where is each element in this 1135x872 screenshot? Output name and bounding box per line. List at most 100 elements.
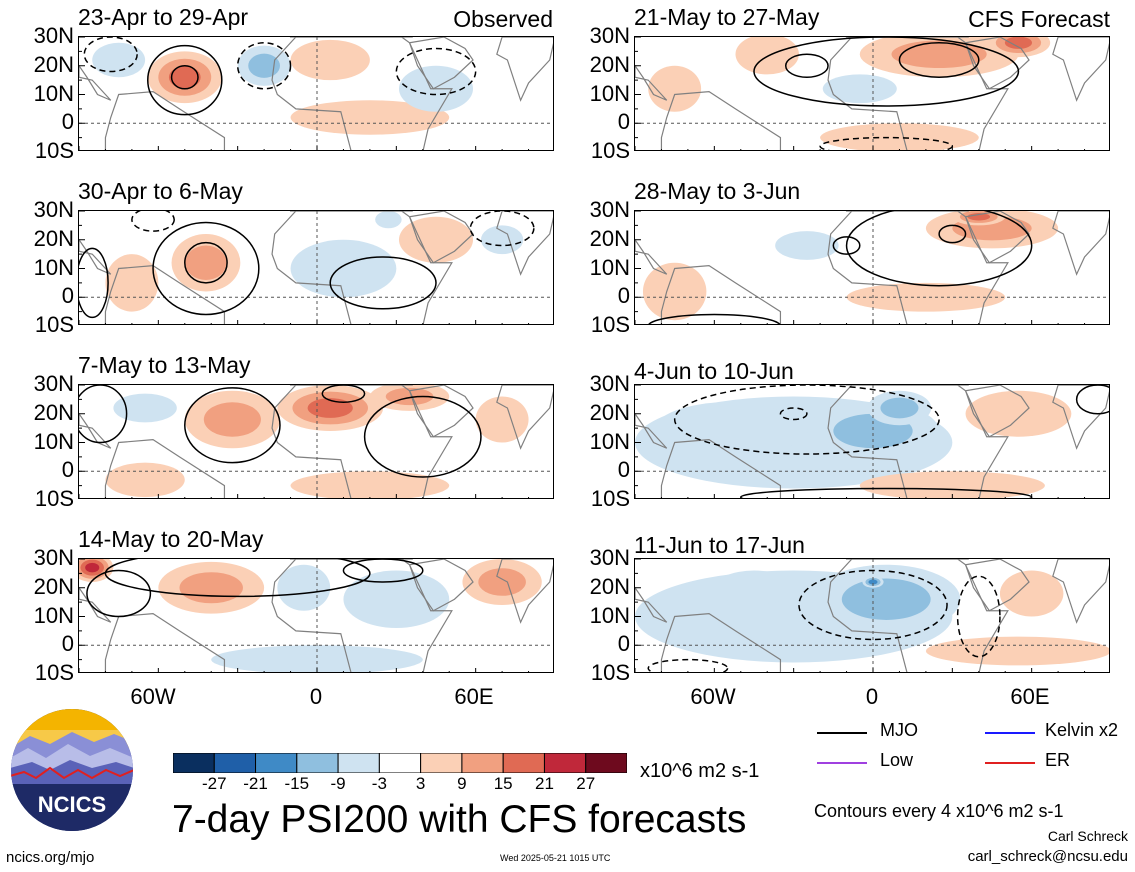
coastline <box>104 613 226 672</box>
colorbar-label: 3 <box>415 774 426 793</box>
y-tick-label: 30N <box>33 371 74 396</box>
colorbar-label: 27 <box>576 774 596 793</box>
mjo-contour <box>938 224 967 244</box>
psi-anomaly-shade <box>822 74 897 104</box>
coastline <box>660 91 782 150</box>
y-tick-label: 20N <box>33 225 74 251</box>
y-tick-label: 20N <box>33 399 74 425</box>
colorbar-swatch <box>420 752 463 774</box>
coastline <box>964 385 1030 438</box>
colorbar-label: -15 <box>284 774 310 793</box>
psi-anomaly-shade <box>290 39 370 81</box>
map-panel <box>78 36 554 151</box>
mjo-contour <box>79 247 109 319</box>
mjo-contour <box>648 313 781 324</box>
mjo-contour <box>363 395 482 478</box>
coastline <box>79 238 112 275</box>
coastline <box>660 265 782 324</box>
mjo-contour <box>131 211 175 232</box>
psi-anomaly-shade <box>478 568 526 596</box>
y-tick-label: 20N <box>33 573 74 599</box>
psi-anomaly-shade <box>85 562 100 573</box>
psi-anomaly-shade <box>343 570 450 628</box>
psi-anomaly-shade <box>290 100 450 135</box>
psi-anomaly-shade <box>248 53 280 78</box>
x-tick-label: 60W <box>690 684 736 709</box>
legend-kelvin-line <box>985 732 1035 734</box>
site-link[interactable]: ncics.org/mjo <box>6 849 95 866</box>
map-panel <box>634 558 1110 673</box>
mjo-contour <box>647 658 729 672</box>
y-tick-label: 10N <box>589 254 630 280</box>
y-tick-label: 20N <box>589 51 630 77</box>
psi-anomaly-shade <box>375 211 402 229</box>
y-tick-label: 20N <box>589 399 630 425</box>
mjo-contour <box>956 575 1001 658</box>
colorbar-label: 9 <box>457 774 467 793</box>
coastline <box>271 211 453 324</box>
coastline <box>496 385 553 450</box>
coastline <box>964 211 1030 264</box>
y-tick-label: 30N <box>589 23 630 48</box>
psi-anomaly-shade <box>168 66 201 89</box>
panel-title: 28-May to 3-Jun <box>634 178 801 204</box>
psi-anomaly-shade <box>480 225 524 255</box>
y-tick-label: 20N <box>589 573 630 599</box>
coastline <box>79 64 112 101</box>
psi-anomaly-shade <box>820 123 979 150</box>
y-tick-label: 0 <box>617 457 630 483</box>
psi-anomaly-shade <box>648 65 702 112</box>
coastline <box>635 412 668 449</box>
observed-label: Observed <box>453 6 553 32</box>
y-tick-label: 10S <box>590 138 630 163</box>
coastline <box>1052 211 1109 276</box>
cfs-forecast-label: CFS Forecast <box>968 6 1110 32</box>
coastline <box>271 385 453 498</box>
mjo-contour <box>845 211 1033 287</box>
legend-mjo-line <box>817 732 867 734</box>
panel-title: 23-Apr to 29-Apr <box>78 4 249 30</box>
legend-er-label: ER <box>1045 750 1071 770</box>
panel-title: 11-Jun to 17-Jun <box>634 532 805 558</box>
coastline <box>964 559 1030 612</box>
mjo-contour <box>79 385 128 444</box>
psi-anomaly-shade <box>1004 37 1033 49</box>
logo-text: NCICS <box>38 792 106 817</box>
colorbar-swatch <box>296 752 339 774</box>
psi-anomaly-shade <box>925 636 1109 666</box>
y-tick-label: 10N <box>589 602 630 628</box>
y-tick-label: 30N <box>589 545 630 570</box>
timestamp: Wed 2025-05-21 1015 UTC <box>500 853 611 863</box>
y-tick-label: 10S <box>34 138 74 163</box>
y-tick-label: 30N <box>589 371 630 396</box>
psi-anomaly-shade <box>653 402 802 460</box>
y-tick-label: 30N <box>33 23 74 48</box>
panel-title: 7-May to 13-May <box>78 352 251 378</box>
map-panel <box>634 36 1110 151</box>
mjo-contour <box>86 569 152 618</box>
mjo-contour <box>1075 385 1109 415</box>
mjo-contour <box>83 37 138 73</box>
psi-anomaly-shade <box>211 645 423 672</box>
coastline <box>827 559 1009 672</box>
colorbar <box>172 752 628 774</box>
psi-anomaly-shade <box>642 262 707 321</box>
mjo-contour <box>170 65 199 90</box>
colorbar-label: 21 <box>534 774 554 793</box>
y-tick-label: 10S <box>590 660 630 685</box>
psi-anomaly-shade <box>999 570 1064 617</box>
y-tick-label: 0 <box>61 631 74 657</box>
coastline <box>1052 385 1109 450</box>
coastline <box>408 211 474 264</box>
y-tick-label: 0 <box>61 109 74 135</box>
panel-title: 4-Jun to 10-Jun <box>634 358 794 384</box>
psi-anomaly-shade <box>714 570 794 605</box>
coastline <box>660 439 782 498</box>
psi-anomaly-shade <box>185 245 227 280</box>
map-panel <box>634 384 1110 499</box>
x-tick-label: 60W <box>130 684 176 709</box>
coastline <box>408 37 474 90</box>
y-tick-label: 10N <box>33 80 74 106</box>
coastline <box>827 385 1009 498</box>
author-email[interactable]: carl_schreck@ncsu.edu <box>967 848 1128 865</box>
